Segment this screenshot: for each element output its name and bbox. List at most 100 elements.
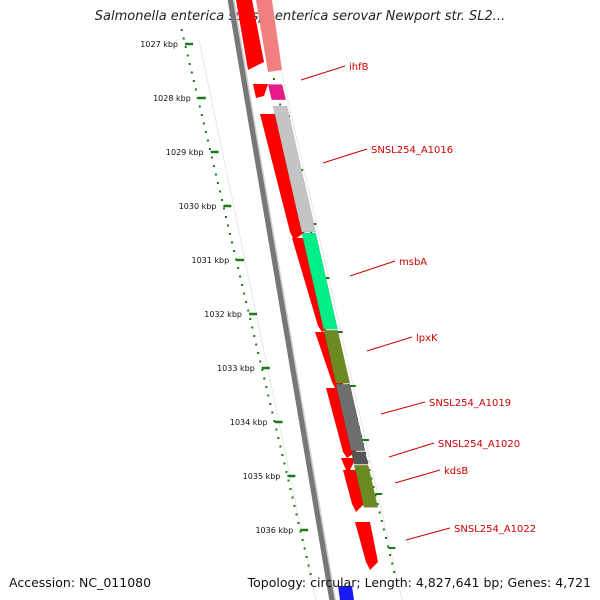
ruler-dot [233,250,236,252]
ruler-dot [265,386,268,388]
outer-ring-dot [382,528,385,531]
ruler-dot [251,326,254,329]
outer-ring-dot [374,494,377,497]
map-title: Salmonella enterica subsp. enterica sero… [94,9,506,24]
ruler-dot [271,411,274,414]
cds-feature [260,114,305,240]
outer-ring-dot [368,469,371,471]
outer-ring-dot [393,571,396,573]
ruler-dot [225,216,227,218]
outer-ring-dot [380,520,383,522]
ruler-dot [198,105,201,108]
ring-guide-outer [271,29,403,600]
kbp-ruler: 1027 kbp 1028 kbp 1029 kbp 1030 kbp 1031 kbp… [140,27,396,575]
ruler-dot [210,156,213,159]
ruler-dot [273,420,276,422]
ruler-tick-label: 1031 kbp [191,256,229,265]
cds-feature [236,0,264,70]
ruler-dot [227,224,229,227]
cds-feature [341,458,356,470]
gene-block-kdsb [353,464,379,508]
ruler-dot [208,148,211,150]
topology-label: Topology: circular; Length: 4,827,641 bp… [247,575,591,590]
backbone [227,0,336,600]
ruler-dot [243,292,246,295]
ruler-tick-label: 1030 kbp [179,202,217,211]
gene-label-leader [388,442,435,458]
ruler-dot [190,71,193,74]
ruler-tick-label: 1034 kbp [230,418,268,427]
outer-ring-dot [273,78,275,80]
ruler-dot [305,556,308,558]
gene-label[interactable]: SNSL254_A1019 [429,398,511,409]
ruler-dot [200,114,203,116]
cds-feature [326,388,356,458]
ruler-dot [279,445,282,448]
ruler-dot [255,343,258,346]
outer-ring-dot [378,511,381,514]
ruler-dot [219,190,221,193]
gene-block-lpxk [323,329,351,384]
ruler-dot [184,46,187,48]
outer-ring-dot [279,103,282,106]
accession-label: Accession: NC_011080 [9,575,152,590]
ruler-dot [231,241,233,244]
ruler-dot [206,139,209,142]
ruler-dot [241,284,244,286]
gene-block-ihfb [267,84,287,100]
gene-label[interactable]: lpxK [416,333,438,344]
outer-ring-dot [387,545,389,548]
gene-label[interactable]: SNSL254_A1016 [371,145,453,156]
ruler-dot [182,37,185,40]
ruler-dot [202,122,205,125]
cds-feature-upstream [256,0,282,72]
ruler-dot [281,454,284,456]
ruler-tick-label: 1036 kbp [255,526,293,535]
gene-labels: ihfB SNSL254_A1016 msbA lpxK SNSL254_A1019 SN… [300,62,536,541]
gene-label[interactable]: SNSL254_A1022 [454,524,536,535]
ruler-dot [303,547,306,550]
gene-block-snsl254_a1019 [335,383,366,451]
ruler-tick-label: 1033 kbp [217,364,255,373]
ruler-dot [186,54,189,57]
ruler-tick-label: 1032 kbp [204,310,242,319]
gene-label-leader [366,336,413,352]
gene-track [267,84,379,508]
ruler-tick-label: 1035 kbp [243,472,281,481]
gene-block-msba [301,232,338,330]
ruler-tick-label: 1028 kbp [153,94,191,103]
gene-label-leader [300,65,346,81]
ruler-dot [307,564,310,567]
ruler-dot [259,360,262,363]
ruler-dot [293,505,296,507]
ruler-dot [239,275,242,278]
ruler-dot [237,267,240,269]
ruler-dot [297,522,300,524]
ruler-dot [287,479,290,482]
ruler-dot [221,199,223,201]
gene-label[interactable]: kdsB [444,466,468,477]
ruler-dot [192,80,195,82]
gene-label[interactable]: SNSL254_A1020 [438,439,520,450]
backbone-highlight [232,0,337,600]
ruler-dot [283,462,286,465]
ruler-dot [216,182,219,184]
gene-label-leader [380,401,426,415]
ruler-dot [235,258,238,261]
gene-block-snsl254_a1020 [350,451,369,465]
cds-feature [253,84,268,98]
ruler-dot [277,437,280,439]
outer-ring-dot [376,503,379,505]
ruler-dot [188,63,191,65]
gene-label[interactable]: ihfB [349,62,369,73]
ruler-dot [275,428,278,431]
ruler-dot [261,369,264,371]
ruler-dot [289,488,292,490]
gene-label[interactable]: msbA [399,257,427,268]
outer-ring-dot [370,477,373,480]
ruler-dot [269,403,272,405]
outer-ring-dot [391,562,394,565]
ruler-dot [229,233,231,235]
cds-feature [355,522,378,570]
